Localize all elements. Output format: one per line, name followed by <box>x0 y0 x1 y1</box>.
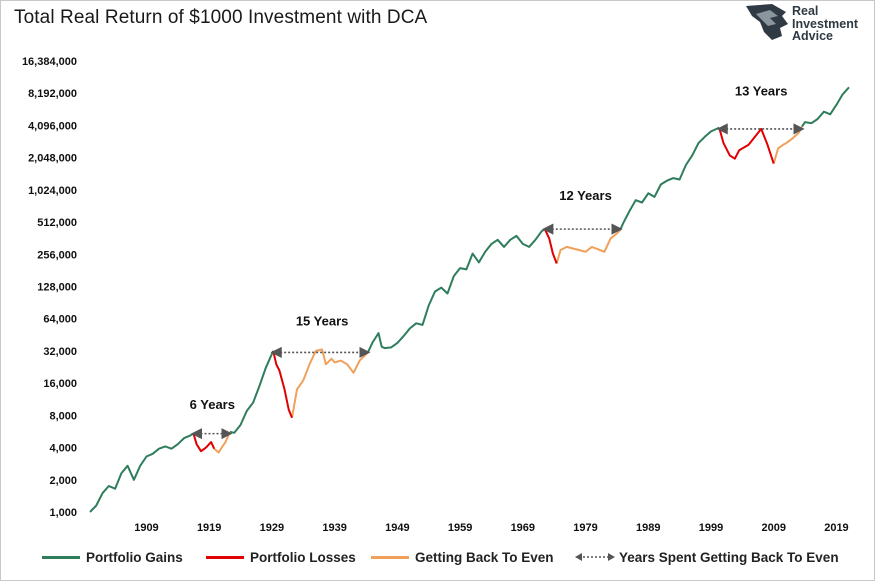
y-tick-label: 8,192,000 <box>28 88 77 100</box>
series-line-getting-back-to-even <box>291 348 369 418</box>
legend-swatch-gains <box>42 555 80 559</box>
x-tick-label: 2019 <box>824 522 848 534</box>
y-tick-label: 32,000 <box>43 346 77 358</box>
logo-line-1: Real <box>792 4 819 18</box>
x-tick-label: 1929 <box>260 522 284 534</box>
x-tick-label: 1959 <box>448 522 472 534</box>
legend-label-even: Getting Back To Even <box>415 549 554 565</box>
y-tick-label: 4,096,000 <box>28 120 77 132</box>
legend-label-gains: Portfolio Gains <box>86 549 183 565</box>
legend-swatch-even <box>371 555 409 559</box>
y-tick-label: 1,024,000 <box>28 185 77 197</box>
x-tick-label: 1919 <box>197 522 221 534</box>
series-line-losses <box>718 127 775 164</box>
series-line-gains <box>229 350 275 434</box>
logo-text: Real Investment Advice <box>792 5 858 43</box>
series-layer <box>89 86 850 513</box>
x-tick-label: 1969 <box>511 522 535 534</box>
x-tick-label: 1949 <box>385 522 409 534</box>
series-line-losses <box>272 350 293 419</box>
y-tick-label: 64,000 <box>43 314 77 326</box>
y-tick-label: 128,000 <box>37 282 77 294</box>
y-tick-label: 16,000 <box>43 378 77 390</box>
legend-item-arrow: Years Spent Getting Back To Even <box>575 545 839 569</box>
logo-line-2: Investment <box>792 16 858 31</box>
y-tick-label: 2,000 <box>49 475 77 487</box>
y-axis: 1,000 2,000 4,000 8,000 16,000 32,000 64,000 12… <box>22 56 77 519</box>
recovery-label: 12 Years <box>559 188 612 203</box>
x-tick-label: 1989 <box>636 522 660 534</box>
y-tick-label: 512,000 <box>37 217 77 229</box>
series-line-gains <box>801 86 850 128</box>
x-tick-label: 1939 <box>322 522 346 534</box>
recovery-label: 13 Years <box>735 83 788 98</box>
y-tick-label: 16,384,000 <box>22 56 77 68</box>
y-tick-label: 256,000 <box>37 249 77 261</box>
x-tick-label: 1999 <box>699 522 723 534</box>
x-axis: 1909 1919 1929 1939 1949 1959 1969 1979 1989 1999… <box>134 522 848 534</box>
legend-item-losses: Portfolio Losses <box>206 545 356 569</box>
logo-eagle-icon <box>746 4 788 40</box>
x-tick-label: 2009 <box>761 522 785 534</box>
x-tick-label: 1909 <box>134 522 158 534</box>
recovery-label: 6 Years <box>190 397 235 412</box>
legend-swatch-arrow <box>575 553 615 561</box>
x-tick-label: 1979 <box>573 522 597 534</box>
chart-svg: 1,000 2,000 4,000 8,000 16,000 32,000 64,000 12… <box>22 56 850 534</box>
series-line-losses <box>543 228 558 264</box>
series-line-gains <box>366 228 546 353</box>
series-line-getting-back-to-even <box>555 229 621 264</box>
chart-title: Total Real Return of $1000 Investment wi… <box>14 7 428 28</box>
recovery-label: 15 Years <box>296 314 349 329</box>
annotation-layer: 6 Years 15 Years 12 Years 13 Years <box>190 83 788 411</box>
logo-line-3: Advice <box>792 29 833 43</box>
series-line-getting-back-to-even <box>213 431 231 454</box>
legend: Portfolio Gains Portfolio Losses Getting… <box>0 545 877 569</box>
y-tick-label: 1,000 <box>49 507 77 519</box>
y-tick-label: 4,000 <box>49 443 77 455</box>
legend-label-losses: Portfolio Losses <box>250 549 356 565</box>
y-tick-label: 8,000 <box>49 410 77 422</box>
legend-item-gains: Portfolio Gains <box>42 545 183 569</box>
y-tick-label: 2,048,000 <box>28 153 77 165</box>
series-line-losses <box>192 433 216 453</box>
legend-label-arrow: Years Spent Getting Back To Even <box>619 549 839 565</box>
series-line-gains <box>619 126 720 231</box>
arrow-layer <box>190 123 805 440</box>
series-line-gains <box>89 432 195 513</box>
legend-item-even: Getting Back To Even <box>371 545 554 569</box>
legend-swatch-losses <box>206 555 244 559</box>
series-line-getting-back-to-even <box>772 126 803 164</box>
